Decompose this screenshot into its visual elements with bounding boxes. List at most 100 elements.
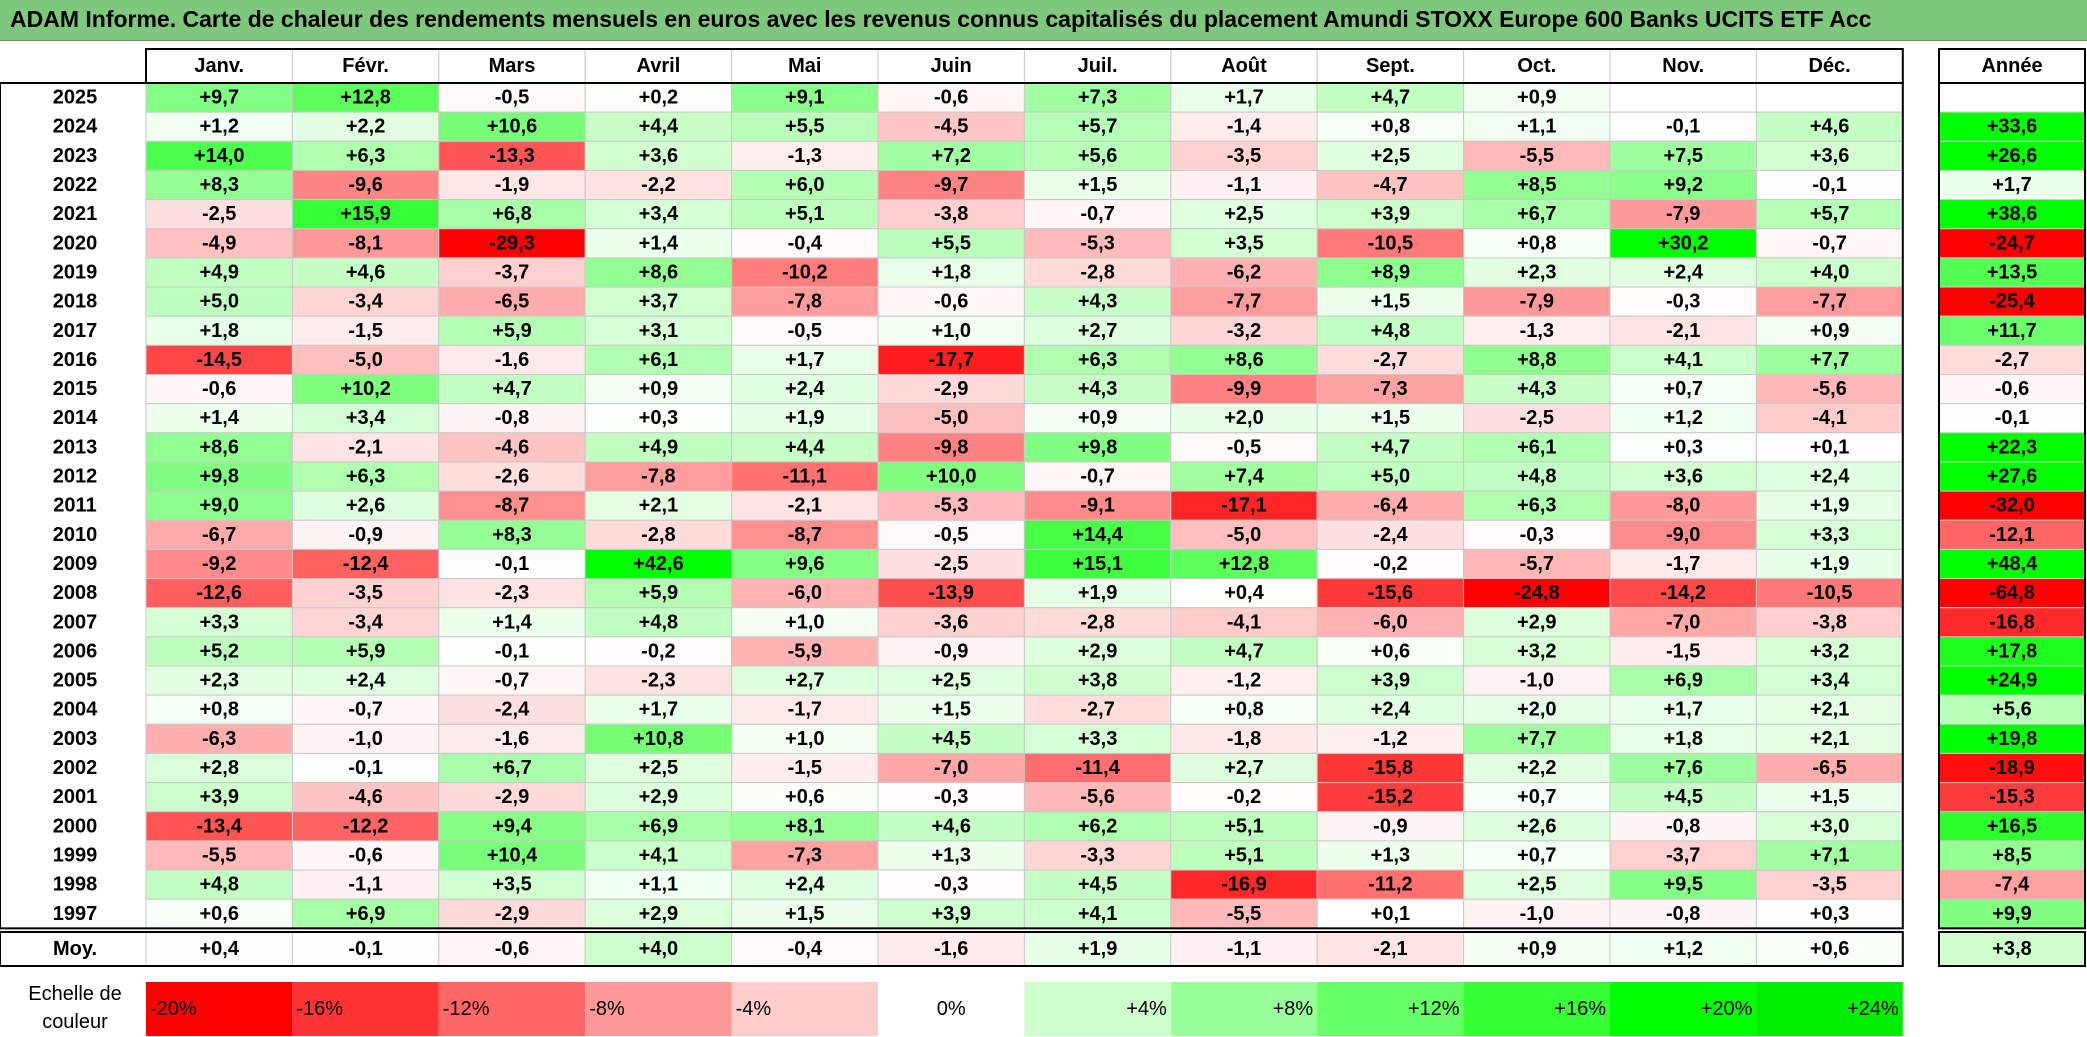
- scale-label: +8%: [1273, 998, 1314, 1020]
- heatmap-cell: [1316, 898, 1465, 929]
- average-cell-value: +1,2: [1663, 938, 1702, 960]
- heatmap-cell: [584, 199, 733, 230]
- row-year-label: 2008: [53, 582, 98, 604]
- heatmap-cell-value: -6,5: [495, 291, 529, 313]
- heatmap-cell-value: +2,7: [1224, 757, 1263, 779]
- heatmap-cell-value: +4,5: [1078, 874, 1117, 896]
- heatmap-cell: [1316, 169, 1465, 201]
- heatmap-cell: [291, 82, 440, 113]
- heatmap-cell-value: -1,2: [1373, 728, 1407, 750]
- heatmap-cell-value: +9,0: [199, 495, 238, 517]
- heatmap-cell-value: -3,5: [1227, 145, 1261, 167]
- heatmap-cell-value: +1,4: [639, 232, 679, 254]
- heatmap-cell-value: +0,8: [1517, 232, 1556, 254]
- heatmap-cell-value: +3,0: [1810, 815, 1849, 837]
- heatmap-cell: [1170, 461, 1318, 492]
- heatmap-cell-value: +5,6: [1078, 145, 1117, 167]
- heatmap-cell-value: -6,3: [202, 728, 236, 750]
- heatmap-cell-value: +14,0: [194, 145, 245, 167]
- heatmap-cell: [1023, 461, 1172, 492]
- heatmap-cell-value: +1,5: [1371, 407, 1410, 429]
- annual-cell-value: +19,8: [1987, 728, 2038, 750]
- heatmap-cell: [1755, 432, 1904, 463]
- heatmap-cell: [145, 315, 293, 346]
- heatmap-cell: [731, 286, 879, 317]
- heatmap-cell: [584, 228, 733, 259]
- heatmap-cell-value: +0,8: [1224, 699, 1263, 721]
- heatmap-cell-value: -2,6: [495, 466, 529, 488]
- heatmap-cell-value: -0,3: [934, 786, 968, 808]
- heatmap-cell: [1023, 898, 1172, 929]
- scale-label-line2: couleur: [42, 1011, 108, 1033]
- heatmap-cell-value: +15,1: [1072, 553, 1123, 575]
- heatmap-cell: [1755, 490, 1904, 521]
- scale-swatch: [731, 982, 878, 1036]
- heatmap-cell-value: +1,2: [1663, 407, 1702, 429]
- row-year-label: 2024: [53, 116, 98, 138]
- row-year-label: 2015: [53, 378, 98, 400]
- heatmap-cell-value: -10,5: [1368, 232, 1414, 254]
- scale-swatch: [1170, 982, 1318, 1036]
- heatmap-cell-value: -3,2: [1227, 320, 1261, 342]
- heatmap-cell: [1755, 111, 1904, 142]
- average-cell-value: -1,6: [934, 938, 968, 960]
- heatmap-cell: [145, 782, 293, 813]
- heatmap-cell: [584, 548, 733, 580]
- heatmap-cell-value: +3,2: [1517, 640, 1556, 662]
- heatmap-cell: [291, 898, 440, 929]
- heatmap-cell: [877, 432, 1025, 463]
- scale-label: -12%: [443, 998, 490, 1020]
- scale-label: +20%: [1701, 998, 1753, 1020]
- heatmap-cell-value: -5,5: [1520, 145, 1554, 167]
- row-year-label: 2003: [53, 728, 98, 750]
- heatmap-cell-value: +2,6: [1517, 815, 1556, 837]
- heatmap-cell: [1023, 403, 1172, 434]
- heatmap-cell-value: -3,4: [348, 611, 383, 633]
- heatmap-cell: [1755, 869, 1904, 900]
- heatmap-cell: [584, 82, 733, 113]
- heatmap-cell-value: +1,9: [1810, 495, 1849, 517]
- scale-label: -8%: [589, 998, 625, 1020]
- heatmap-cell: [1023, 752, 1172, 784]
- heatmap-cell-value: -5,5: [1227, 903, 1261, 925]
- heatmap-cell: [145, 519, 293, 550]
- heatmap-cell-value: +5,0: [1371, 466, 1410, 488]
- heatmap-cell: [877, 228, 1025, 259]
- heatmap-cell: [438, 315, 586, 346]
- heatmap-cell: [145, 169, 293, 201]
- heatmap-cell-value: -6,5: [1812, 757, 1846, 779]
- heatmap-cell-value: +0,3: [1810, 903, 1849, 925]
- heatmap-cell-value: +5,9: [492, 320, 531, 342]
- heatmap-cell: [1170, 257, 1318, 288]
- heatmap-cell-value: +8,3: [492, 524, 531, 546]
- heatmap-cell-value: -10,2: [782, 261, 828, 283]
- heatmap-cell: [584, 636, 733, 667]
- heatmap-cell: [1463, 315, 1611, 346]
- heatmap-cell-value: +1,7: [785, 349, 824, 371]
- row-year-label: 2001: [53, 786, 98, 808]
- heatmap-cell-value: +6,3: [346, 145, 385, 167]
- heatmap-cell-value: +5,9: [346, 640, 385, 662]
- heatmap-cell: [731, 490, 879, 521]
- heatmap-cell: [1609, 82, 1757, 113]
- heatmap-cell: [1609, 140, 1757, 171]
- heatmap-cell: [584, 315, 733, 346]
- heatmap-cell-value: +3,9: [1371, 670, 1410, 692]
- heatmap-cell: [438, 578, 586, 609]
- heatmap-cell-value: -0,8: [495, 407, 529, 429]
- heatmap-cell: [584, 607, 733, 638]
- row-year-label: 2017: [53, 320, 98, 342]
- heatmap-cell-value: -15,8: [1368, 757, 1414, 779]
- annual-cell-value: +48,4: [1987, 553, 2038, 575]
- heatmap-cell-value: +4,6: [346, 261, 385, 283]
- heatmap-cell-value: +3,3: [199, 611, 238, 633]
- annual-cell: [1938, 374, 2086, 405]
- heatmap-cell: [438, 461, 586, 492]
- heatmap-cell-value: +6,7: [1517, 203, 1556, 225]
- heatmap-cell-value: +8,1: [785, 815, 824, 837]
- heatmap-cell-value: -7,0: [1666, 611, 1700, 633]
- heatmap-cell: [1609, 607, 1757, 638]
- heatmap-cell-value: +1,3: [931, 844, 970, 866]
- heatmap-cell-value: +1,8: [1663, 728, 1702, 750]
- heatmap-cell-value: +9,1: [785, 87, 824, 109]
